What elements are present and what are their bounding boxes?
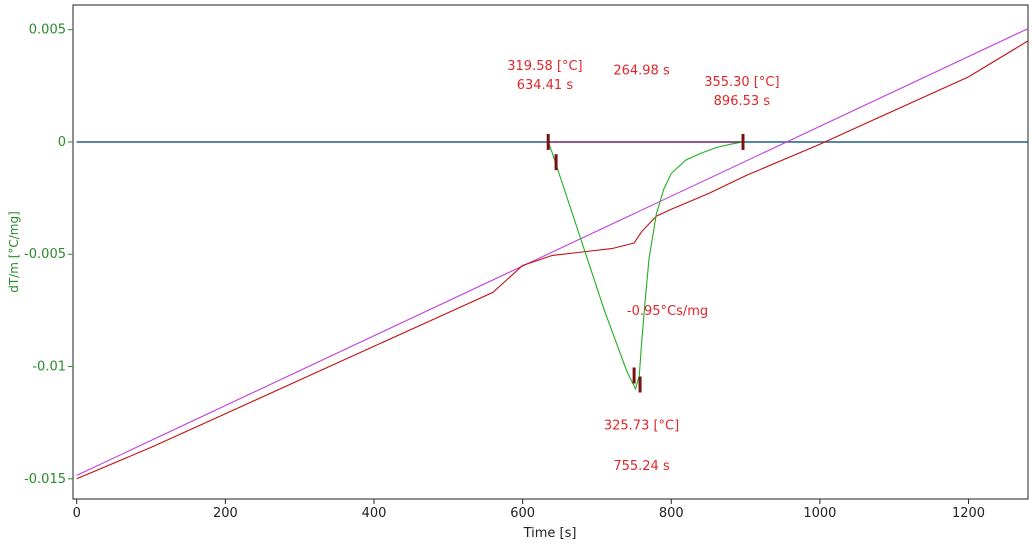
y-axis-label: dT/m [°C/mg] [7, 211, 21, 293]
x-tick-label: 600 [510, 506, 535, 521]
annotation-label: 896.53 s [714, 94, 771, 109]
annotation-label: 755.24 s [613, 459, 670, 474]
annotation-label: 325.73 [°C] [604, 418, 679, 433]
annotation-label: 319.58 [°C] [507, 59, 582, 74]
x-axis-ticks: 0 200 400 600 800 1000 1200 [73, 499, 985, 521]
y-tick-label: -0.015 [24, 472, 66, 487]
x-axis-label: Time [s] [523, 526, 577, 541]
y-tick-label: -0.005 [24, 247, 66, 262]
series-sample-line [76, 40, 1029, 480]
y-tick-label: -0.01 [32, 360, 66, 375]
x-tick-label: 1200 [952, 506, 985, 521]
x-tick-label: 800 [659, 506, 684, 521]
y-tick-label: 0.005 [29, 23, 66, 38]
x-tick-label: 200 [213, 506, 238, 521]
x-tick-label: 1000 [803, 506, 836, 521]
series-reference-line [76, 28, 1029, 476]
annotation-label: 634.41 s [517, 78, 574, 93]
x-tick-label: 0 [73, 506, 81, 521]
series-layer [76, 28, 1029, 480]
annotation-label: -0.95°Cs/mg [627, 304, 708, 319]
annotation-label: 355.30 [°C] [704, 75, 779, 90]
y-tick-label: 0 [58, 135, 66, 150]
annotation-label: 264.98 s [613, 64, 670, 79]
marker-layer [546, 133, 745, 393]
annotation-layer: 319.58 [°C] 634.41 s 264.98 s 355.30 [°C] 89… [507, 59, 779, 474]
series-dta-line [547, 141, 744, 391]
x-tick-label: 400 [362, 506, 387, 521]
plot-area [72, 4, 1029, 500]
y-axis-ticks: 0.005 0 -0.005 -0.01 -0.015 [24, 23, 73, 487]
